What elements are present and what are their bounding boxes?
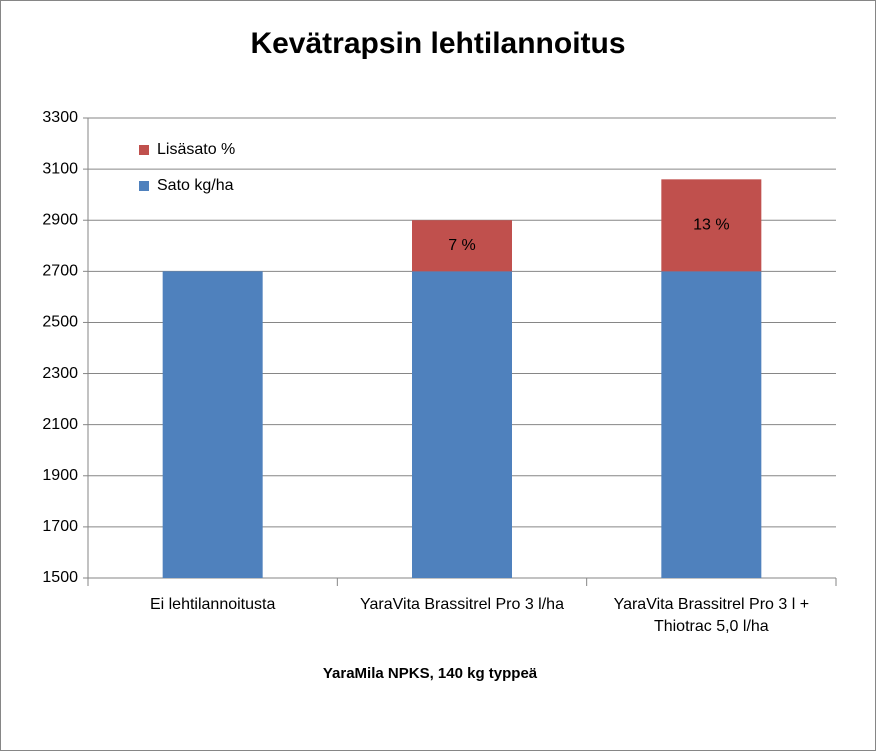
bar-segment <box>661 179 762 272</box>
y-tick-label: 1500 <box>42 569 78 586</box>
y-tick-label: 2300 <box>42 365 78 382</box>
y-tick-label: 2100 <box>42 416 78 433</box>
legend-swatch <box>139 181 149 191</box>
bar-segment <box>412 220 512 272</box>
x-tick-label: YaraVita Brassitrel Pro 3 l + Thiotrac 5… <box>613 596 810 635</box>
data-label: 7 % <box>448 237 476 254</box>
y-tick-label: 2500 <box>42 314 78 331</box>
legend-label: Sato kg/ha <box>157 177 234 194</box>
bar-segment <box>162 271 263 578</box>
chart-title: Kevätrapsin lehtilannoitus <box>250 27 625 60</box>
y-tick-label: 2900 <box>42 211 78 228</box>
legend-label: Lisäsato % <box>157 141 235 158</box>
y-tick-label: 1900 <box>42 467 78 484</box>
x-tick-label: Ei lehtilannoitusta <box>149 596 276 613</box>
legend-swatch <box>139 145 149 155</box>
y-tick-label: 3100 <box>42 160 78 177</box>
x-axis-title: YaraMila NPKS, 140 kg typpeä <box>323 665 538 682</box>
y-tick-label: 3300 <box>42 109 78 126</box>
data-label: 13 % <box>693 217 729 234</box>
bar-segment <box>661 271 762 578</box>
bar-segment <box>412 271 512 578</box>
y-tick-label: 2700 <box>42 263 78 280</box>
x-tick-label: YaraVita Brassitrel Pro 3 l/ha <box>360 596 564 613</box>
y-tick-label: 1700 <box>42 518 78 535</box>
